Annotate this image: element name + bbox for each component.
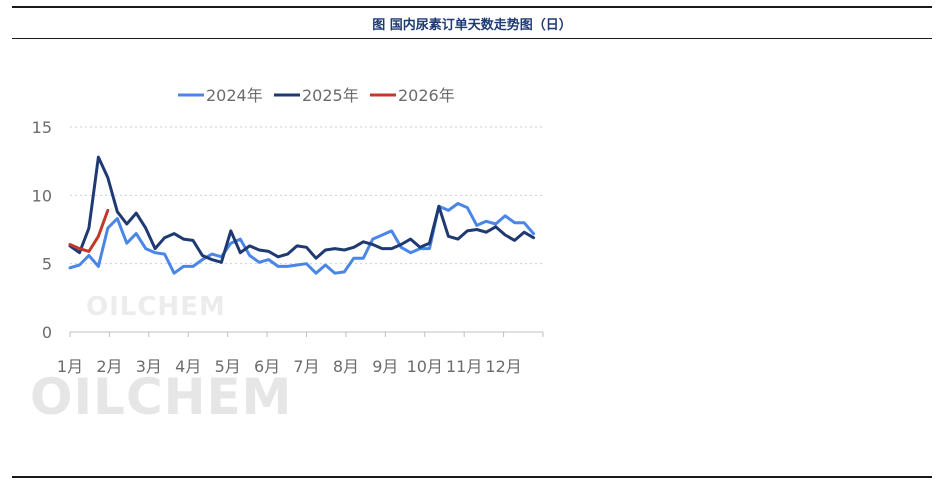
legend-label: 2025年 bbox=[302, 86, 359, 105]
x-tick-label: 3月 bbox=[136, 357, 162, 376]
x-tick-label: 9月 bbox=[372, 357, 398, 376]
series-line-3 bbox=[68, 208, 110, 253]
x-tick-label: 10月 bbox=[407, 357, 443, 376]
bottom-rule bbox=[12, 476, 932, 478]
y-tick-label: 5 bbox=[42, 255, 52, 274]
x-tick-label: 2月 bbox=[96, 357, 122, 376]
legend: 2024年 2025年 2026年 bbox=[178, 86, 455, 105]
x-tick-label: 8月 bbox=[333, 357, 359, 376]
series-line-2 bbox=[68, 155, 535, 264]
legend-label: 2026年 bbox=[398, 86, 455, 105]
x-tick-label: 7月 bbox=[293, 357, 319, 376]
legend-label: 2024年 bbox=[206, 86, 263, 105]
x-tick-label: 1月 bbox=[57, 357, 83, 376]
y-tick-label: 15 bbox=[32, 118, 52, 137]
top-rule bbox=[12, 6, 932, 8]
axes: 0 5 10 15 1月 2月 3月 4月 5月 6月 7月 8月 9月 10月 11月 12月 bbox=[32, 118, 544, 376]
watermark-logo-small: OILCHEM bbox=[86, 292, 226, 322]
x-tick-label: 5月 bbox=[215, 357, 241, 376]
x-tick-label: 12月 bbox=[485, 357, 521, 376]
watermark-logo: OILCHEM bbox=[30, 368, 293, 426]
chart-title: 图 国内尿素订单天数走势图（日） bbox=[372, 18, 572, 33]
x-tick-label: 4月 bbox=[175, 357, 201, 376]
x-tick-label: 6月 bbox=[254, 357, 280, 376]
y-tick-label: 10 bbox=[32, 186, 52, 205]
y-tick-label: 0 bbox=[42, 323, 52, 342]
series-lines bbox=[68, 155, 535, 275]
x-tick-label: 11月 bbox=[446, 357, 482, 376]
title-rule bbox=[12, 38, 932, 39]
series-line-1 bbox=[68, 202, 535, 275]
